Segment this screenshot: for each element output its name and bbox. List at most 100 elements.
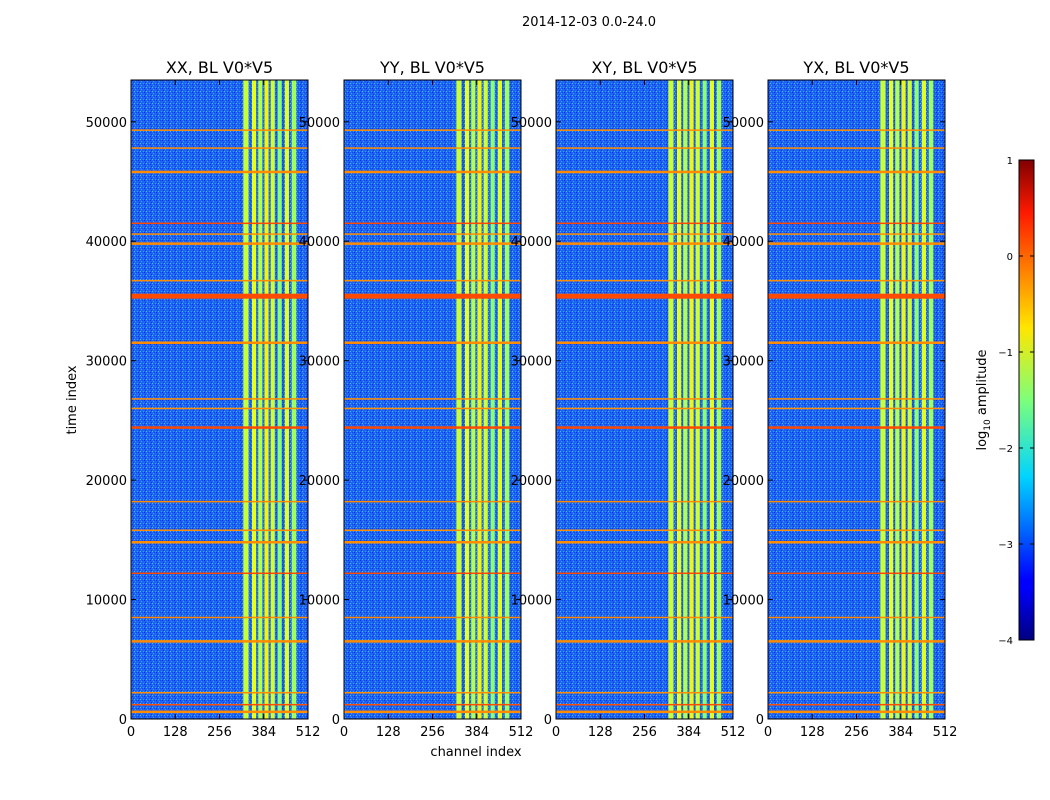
flagged-row <box>344 710 521 714</box>
flagged-row <box>131 529 308 532</box>
y-tick-label: 30000 <box>299 355 340 370</box>
flagged-row <box>344 170 521 174</box>
flagged-row <box>768 222 945 225</box>
y-axis-label: time index <box>65 365 80 434</box>
flagged-row <box>556 129 733 131</box>
flagged-row <box>556 710 733 714</box>
y-tick-label: 40000 <box>723 235 764 250</box>
x-tick-label: 128 <box>163 725 188 740</box>
y-tick-label: 0 <box>119 713 127 728</box>
flagged-row <box>131 279 308 282</box>
y-tick-label: 0 <box>332 713 340 728</box>
flagged-row <box>131 616 308 619</box>
panel-title: YY, BL V0*V5 <box>379 58 485 77</box>
x-tick-label: 384 <box>251 725 276 740</box>
flagged-row <box>768 279 945 282</box>
panel-title: YX, BL V0*V5 <box>802 58 909 77</box>
flagged-row <box>768 426 945 429</box>
y-tick-label: 30000 <box>86 355 127 370</box>
flagged-row <box>556 572 733 575</box>
flagged-row <box>344 426 521 429</box>
flagged-row <box>556 233 733 235</box>
flagged-row <box>768 529 945 532</box>
flagged-row <box>131 500 308 503</box>
flagged-row <box>768 540 945 544</box>
flagged-row <box>131 170 308 174</box>
y-tick-label: 20000 <box>723 474 764 489</box>
flagged-row <box>131 242 308 245</box>
flagged-row <box>768 407 945 410</box>
y-tick-label: 10000 <box>723 594 764 609</box>
flagged-row <box>556 500 733 503</box>
y-tick-label: 40000 <box>299 235 340 250</box>
x-tick-label: 128 <box>376 725 401 740</box>
flagged-row <box>131 540 308 544</box>
flagged-row <box>131 426 308 429</box>
flagged-row <box>131 703 308 706</box>
flagged-row <box>768 147 945 149</box>
flagged-row <box>344 691 521 694</box>
heatmap-panel: YX, BL V0*V5 0 128 256 384 512 0 10000 20000 3000… <box>723 58 958 740</box>
flagged-row <box>768 691 945 694</box>
colorbar-gradient <box>1018 159 1035 641</box>
x-tick-label: 384 <box>676 725 701 740</box>
flagged-row <box>556 341 733 345</box>
y-tick-label: 30000 <box>511 355 552 370</box>
flagged-row <box>768 710 945 714</box>
flagged-row <box>556 398 733 400</box>
flagged-row <box>131 341 308 345</box>
flagged-row <box>344 293 521 299</box>
y-tick-label: 10000 <box>86 594 127 609</box>
y-tick-label: 50000 <box>511 116 552 131</box>
flagged-row <box>131 398 308 400</box>
flagged-row <box>344 500 521 503</box>
flagged-row <box>768 616 945 619</box>
y-tick-label: 40000 <box>511 235 552 250</box>
flagged-row <box>131 572 308 575</box>
flagged-row <box>768 572 945 575</box>
y-tick-label: 0 <box>544 713 552 728</box>
flagged-row <box>556 293 733 299</box>
flagged-row <box>768 398 945 400</box>
flagged-row <box>344 398 521 400</box>
x-tick-label: 384 <box>888 725 913 740</box>
x-tick-label: 0 <box>552 725 560 740</box>
x-tick-label: 128 <box>588 725 613 740</box>
colorbar-tick-label: 1 <box>1007 156 1013 167</box>
flagged-row <box>344 129 521 131</box>
flagged-row <box>344 233 521 235</box>
flagged-row <box>131 407 308 410</box>
flagged-row <box>556 691 733 694</box>
heatmap-panel: YY, BL V0*V5 0 128 256 384 512 0 10000 20000 3000… <box>299 58 534 740</box>
colorbar: 1 0 −1 −2 −3 −4 log10 amplitude <box>975 156 1035 647</box>
flagged-row <box>344 572 521 575</box>
x-tick-label: 256 <box>632 725 657 740</box>
flagged-row <box>556 222 733 225</box>
panel-title: XX, BL V0*V5 <box>166 58 273 77</box>
colorbar-label: log10 amplitude <box>975 349 993 450</box>
x-tick-label: 0 <box>340 725 348 740</box>
x-tick-label: 512 <box>296 725 321 740</box>
flagged-row <box>344 242 521 245</box>
colorbar-tick-label: −1 <box>998 348 1013 359</box>
heatmap-panel: XX, BL V0*V5 0 128 256 384 512 0 10000 20000 3000… <box>86 58 321 740</box>
x-tick-label: 512 <box>509 725 534 740</box>
flagged-row <box>768 293 945 299</box>
y-tick-label: 10000 <box>511 594 552 609</box>
colorbar-tick-label: 0 <box>1007 252 1013 263</box>
y-tick-label: 40000 <box>86 235 127 250</box>
flagged-row <box>344 616 521 619</box>
flagged-row <box>344 147 521 149</box>
y-tick-label: 20000 <box>511 474 552 489</box>
colorbar-tick-label: −3 <box>998 540 1013 551</box>
x-tick-label: 0 <box>127 725 135 740</box>
flagged-row <box>131 640 308 643</box>
flagged-row <box>556 279 733 282</box>
flagged-row <box>131 293 308 299</box>
flagged-row <box>344 407 521 410</box>
y-tick-label: 10000 <box>299 594 340 609</box>
y-tick-label: 30000 <box>723 355 764 370</box>
flagged-row <box>556 170 733 174</box>
x-tick-label: 256 <box>844 725 869 740</box>
